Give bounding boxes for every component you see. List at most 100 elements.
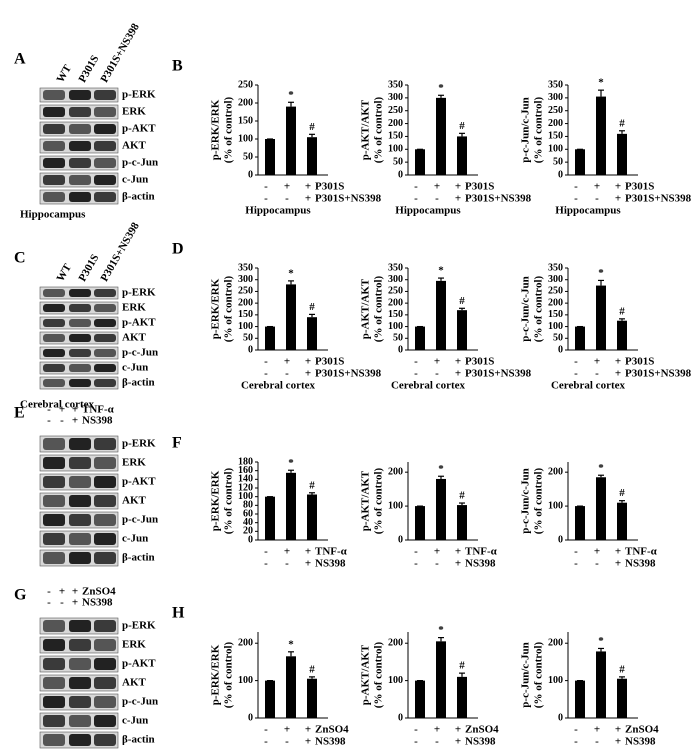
sign: + — [455, 193, 461, 205]
lane-label: WT — [54, 261, 74, 283]
significance-marker: # — [309, 663, 315, 675]
y-tick-label: 200 — [238, 297, 253, 308]
sign: + — [615, 368, 621, 380]
y-axis-label: (% of control) — [533, 467, 545, 534]
blot-band — [69, 334, 91, 342]
y-tick-label: 50 — [243, 151, 253, 162]
sign: + — [594, 356, 600, 368]
blot-band — [94, 158, 116, 168]
y-axis-label: p-ERK/ERK — [210, 470, 222, 531]
blot-band — [94, 476, 116, 488]
y-tick-label: 150 — [388, 309, 403, 320]
blot-band — [43, 107, 65, 117]
sign: + — [615, 356, 621, 368]
bar — [436, 478, 446, 540]
blot-band — [43, 620, 65, 632]
y-tick-label: 300 — [548, 274, 563, 285]
row-label: P301S+NS398 — [465, 193, 532, 205]
y-axis-label: p-c-Jun/c-Jun — [520, 642, 532, 707]
sign: - — [47, 415, 51, 427]
x-axis-label: Hippocampus — [395, 205, 461, 217]
row-label: P301S+NS398 — [625, 368, 692, 380]
blot-band — [69, 495, 91, 507]
sign: + — [305, 181, 311, 193]
y-axis-label: (% of control) — [373, 641, 385, 708]
sign: + — [594, 181, 600, 193]
bar — [307, 137, 317, 175]
significance-marker: # — [459, 120, 465, 132]
blot-band — [69, 677, 91, 689]
blot-band — [43, 696, 65, 708]
row-label: TNF-α — [465, 546, 498, 558]
sign: + — [284, 181, 290, 193]
sign: + — [455, 724, 461, 736]
y-tick-label: 40 — [243, 517, 253, 528]
blot-band — [94, 175, 116, 185]
bar — [575, 680, 585, 718]
y-tick-label: 0 — [398, 344, 403, 355]
sign: + — [615, 193, 621, 205]
bar — [265, 326, 275, 350]
lane-label: P301S+NS398 — [98, 21, 142, 85]
significance-marker: # — [619, 117, 625, 129]
y-tick-label: 200 — [548, 638, 563, 649]
panel-letter: E — [14, 405, 25, 422]
band-label: p-c-Jun — [122, 696, 158, 708]
sign: - — [435, 736, 439, 748]
lane-label: P301S — [76, 53, 101, 84]
blot-band — [43, 158, 65, 168]
blot-band — [69, 734, 91, 746]
blot-band — [94, 379, 116, 387]
significance-marker: # — [309, 301, 315, 313]
sign: + — [305, 368, 311, 380]
bar — [436, 641, 446, 718]
y-tick-label: 0 — [248, 169, 253, 180]
y-tick-label: 140 — [238, 474, 253, 485]
sign: + — [615, 724, 621, 736]
panel-letter: C — [14, 250, 26, 267]
band-label: c-Jun — [122, 174, 148, 186]
blot-band — [43, 141, 65, 151]
sign: - — [435, 193, 439, 205]
blot-band — [69, 124, 91, 134]
blot-band — [69, 533, 91, 545]
blot-band — [94, 141, 116, 151]
blot-band — [94, 438, 116, 450]
y-tick-label: 300 — [388, 274, 403, 285]
sign: - — [574, 736, 578, 748]
y-tick-label: 100 — [238, 675, 253, 686]
y-tick-label: 0 — [398, 169, 403, 180]
blot-band — [94, 696, 116, 708]
row-label: P301S+NS398 — [465, 368, 532, 380]
y-tick-label: 150 — [238, 309, 253, 320]
sign: - — [595, 193, 599, 205]
blot-band — [43, 349, 65, 357]
y-tick-label: 50 — [393, 156, 403, 167]
y-tick-label: 0 — [558, 534, 563, 545]
sign: + — [305, 546, 311, 558]
band-label: p-ERK — [122, 89, 156, 101]
blot-band — [43, 734, 65, 746]
blot-band — [94, 677, 116, 689]
significance-marker: # — [459, 490, 465, 502]
blot-band — [94, 639, 116, 651]
bar — [617, 320, 627, 350]
sign: + — [284, 546, 290, 558]
blot-band — [94, 552, 116, 564]
y-axis-label: (% of control) — [533, 96, 545, 163]
significance-marker: # — [459, 660, 465, 672]
blot-band — [69, 639, 91, 651]
blot-band — [69, 715, 91, 727]
bar — [415, 326, 425, 350]
blot-band — [94, 319, 116, 327]
x-axis-label: Cerebral cortex — [391, 380, 466, 392]
bar — [286, 106, 296, 175]
sign: + — [434, 724, 440, 736]
bar — [617, 678, 627, 718]
sign: - — [414, 193, 418, 205]
blot-band — [94, 715, 116, 727]
sign: + — [72, 597, 78, 609]
sign: + — [594, 546, 600, 558]
y-tick-label: 100 — [388, 675, 403, 686]
